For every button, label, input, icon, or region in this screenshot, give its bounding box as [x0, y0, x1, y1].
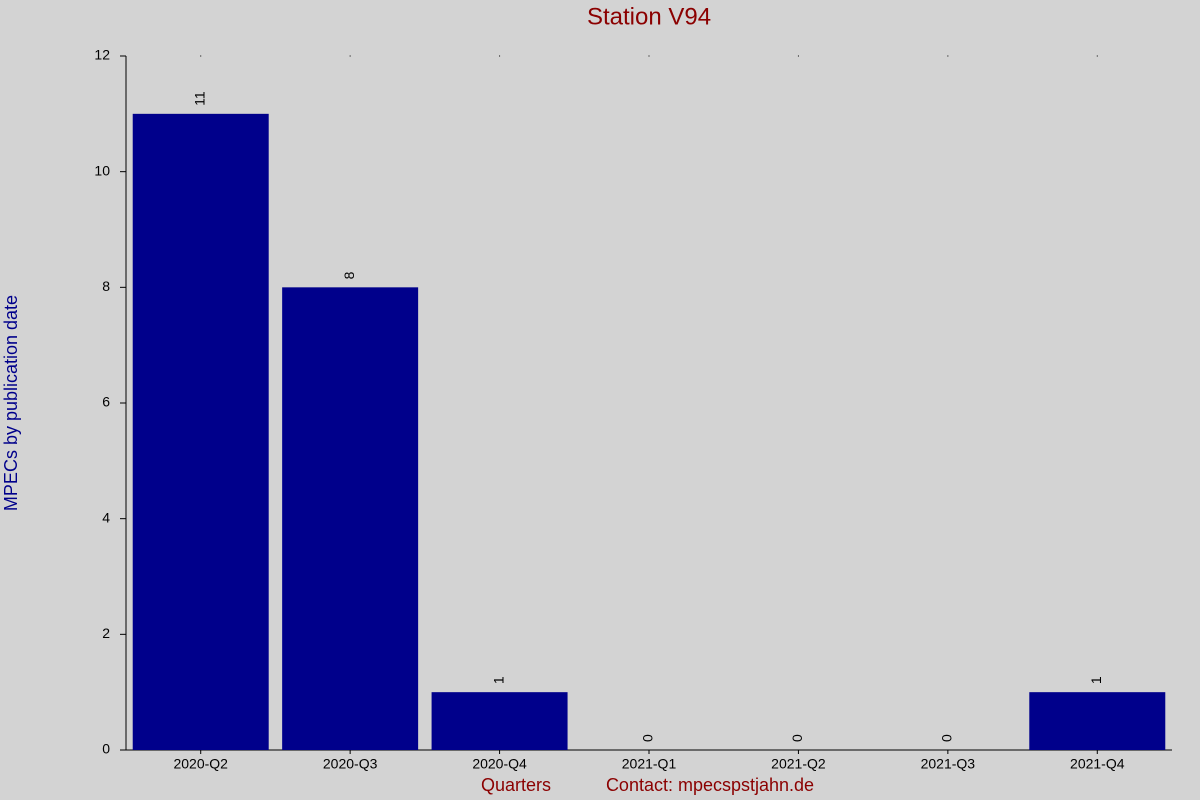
- value-label: 0: [640, 734, 656, 742]
- value-label: 11: [191, 91, 207, 106]
- top-dot: [797, 55, 799, 57]
- x-tick-label: 2021-Q2: [771, 756, 826, 772]
- y-tick-label: 12: [94, 47, 110, 63]
- bar: [1029, 692, 1166, 750]
- top-dot: [200, 55, 202, 57]
- top-dot: [499, 55, 501, 57]
- value-label: 0: [789, 734, 805, 742]
- top-dot: [1096, 55, 1098, 57]
- bar: [132, 113, 269, 751]
- x-tick-label: 2021-Q3: [921, 756, 976, 772]
- x-axis-label: Quarters: [481, 775, 551, 795]
- bar: [431, 692, 568, 750]
- y-tick-label: 0: [102, 741, 110, 757]
- bar: [282, 287, 419, 750]
- x-tick-label: 2020-Q2: [173, 756, 228, 772]
- top-dot: [648, 55, 650, 57]
- y-tick-label: 10: [94, 162, 110, 178]
- contact: Contact: mpecspstjahn.de: [606, 775, 814, 795]
- top-dot: [947, 55, 949, 57]
- x-tick-label: 2020-Q4: [472, 756, 527, 772]
- value-label: 1: [1088, 676, 1104, 684]
- x-tick-label: 2021-Q4: [1070, 756, 1125, 772]
- y-tick-label: 4: [102, 509, 110, 525]
- value-label: 0: [939, 734, 955, 742]
- y-axis-label: MPECs by publication date: [1, 295, 21, 511]
- x-tick-label: 2020-Q3: [323, 756, 378, 772]
- y-tick-label: 8: [102, 278, 110, 294]
- chart-title: Station V94: [587, 3, 711, 30]
- top-dot: [349, 55, 351, 57]
- x-tick-label: 2021-Q1: [622, 756, 677, 772]
- y-tick-label: 2: [102, 625, 110, 641]
- y-tick-label: 6: [102, 394, 110, 410]
- value-label: 1: [490, 676, 506, 684]
- value-label: 8: [341, 271, 357, 279]
